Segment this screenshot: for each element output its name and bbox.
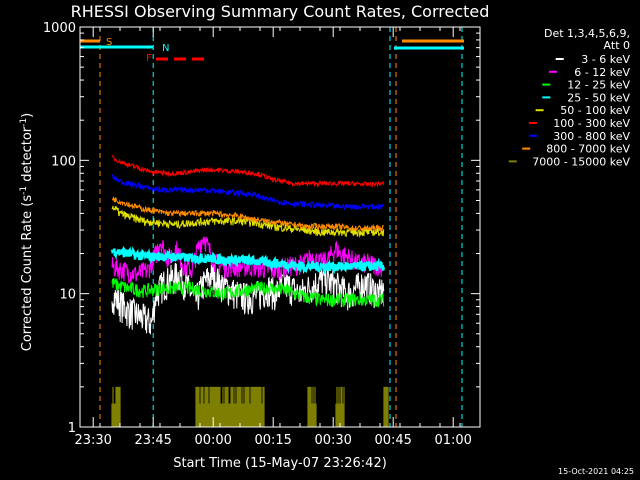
legend-entry: 12 - 25 keV [567, 79, 630, 92]
legend-entry: 3 - 6 keV [581, 53, 630, 66]
legend-entry: 6 - 12 keV [574, 66, 630, 79]
y-tick-label: 1 [68, 421, 76, 436]
y-tick-label: 1000 [43, 21, 76, 36]
series-line-5 [111, 155, 385, 188]
high-energy-block [111, 386, 121, 427]
series-line-1 [111, 236, 385, 284]
series-line-7 [111, 196, 385, 233]
generated-timestamp: 15-Oct-2021 04:25 [558, 467, 634, 476]
x-tick-label: 23:45 [134, 433, 171, 448]
legend-entry: 50 - 100 keV [560, 104, 630, 117]
legend-swatch [542, 96, 551, 99]
x-tick-label: 00:00 [194, 433, 231, 448]
x-axis-label: Start Time (15-May-07 23:26:42) [173, 456, 387, 471]
x-tick-label: 01:00 [434, 433, 471, 448]
legend-swatch [522, 147, 531, 150]
y-axis-label: Corrected Count Rate (s-1 detector-1) [19, 113, 35, 351]
legend-header-line-2: Att 0 [604, 39, 630, 52]
x-axis: 23:30 23:45 00:00 00:15 00:30 00:45 01:00 [74, 27, 481, 448]
x-tick-label: 00:15 [254, 433, 291, 448]
flag-label-S: S [106, 37, 112, 48]
legend-entry: 300 - 800 keV [553, 130, 630, 143]
legend-swatch [535, 109, 544, 112]
series-line-2 [111, 278, 385, 308]
legend-entry: 800 - 7000 keV [546, 143, 630, 156]
flag-label-F: F [146, 53, 152, 64]
series-line-0 [111, 262, 385, 335]
x-tick-label: 23:30 [74, 433, 111, 448]
legend-swatch [508, 160, 517, 163]
y-tick-label: 100 [51, 154, 76, 169]
high-energy-block [335, 386, 345, 427]
high-energy-block [383, 386, 389, 427]
x-tick-label: 00:30 [314, 433, 351, 448]
legend-swatch [542, 83, 551, 86]
legend-swatch [528, 134, 537, 137]
flag-label-N: N [162, 43, 169, 54]
legend-swatch [549, 70, 557, 73]
series-line-6 [111, 173, 384, 211]
y-tick-label: 10 [59, 288, 76, 303]
legend-entry: 7000 - 15000 keV [532, 155, 630, 168]
high-energy-block [307, 386, 317, 427]
chart-title: RHESSI Observing Summary Count Rates, Co… [71, 2, 490, 21]
legend-header-line-1: Det 1,3,4,5,6,9, [544, 27, 630, 40]
legend-entry: 100 - 300 keV [553, 117, 630, 130]
x-tick-label: 00:45 [374, 433, 411, 448]
legend-swatch [555, 58, 564, 60]
series-line-3 [110, 245, 385, 275]
legend-swatch [528, 122, 537, 124]
legend-entry: 25 - 50 keV [567, 91, 630, 104]
y-axis: 1 10 100 1000 [43, 21, 480, 436]
